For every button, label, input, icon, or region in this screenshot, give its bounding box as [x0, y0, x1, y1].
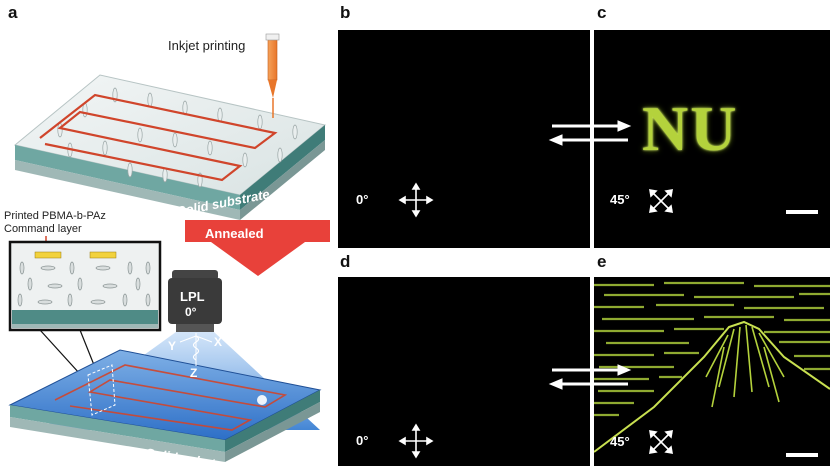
scale-bar-c [786, 210, 818, 214]
switch-arrows-bottom [548, 364, 632, 390]
mount-fuji-pattern [594, 281, 830, 453]
command-layer-label-1: Printed PBMA-b-PAz [4, 210, 106, 222]
panel-letter-c: c [597, 3, 607, 22]
axis-z-label: Z [190, 366, 197, 380]
panel-letter-d: d [340, 252, 351, 271]
micrograph-c: NU 45° [594, 30, 830, 248]
nu-pattern-text: NU [642, 93, 739, 164]
axis-y-label: Y [168, 339, 176, 353]
micrograph-b: 0° [338, 30, 590, 248]
micrograph-d: 0° [338, 277, 590, 466]
scale-bar-e [786, 453, 818, 457]
angle-label-b: 0° [356, 192, 369, 207]
polarizer-cross-c [649, 189, 673, 213]
angle-label-d: 0° [356, 433, 369, 448]
lpl-label: LPL [180, 289, 205, 304]
annealed-label: Annealed [205, 226, 264, 241]
polarizer-cross-b [398, 182, 434, 218]
polarizer-cross-e [649, 430, 673, 454]
switch-arrows-top [548, 120, 632, 146]
panel-letter-a: a [8, 3, 18, 22]
command-layer-label-2: Command layer [4, 223, 82, 235]
panel-letter-e: e [597, 252, 607, 271]
schematic-panel-a: Solid substrate Inkjet printing Printed … [4, 33, 330, 466]
lpl-angle: 0° [185, 305, 197, 319]
axis-x-label: X [214, 335, 222, 349]
micrograph-e: 45° [594, 277, 830, 466]
angle-label-e: 45° [610, 434, 630, 449]
polarizer-cross-d [398, 423, 434, 459]
inkjet-label: Inkjet printing [168, 38, 245, 53]
panel-letter-b: b [340, 3, 351, 22]
angle-label-c: 45° [610, 192, 630, 207]
